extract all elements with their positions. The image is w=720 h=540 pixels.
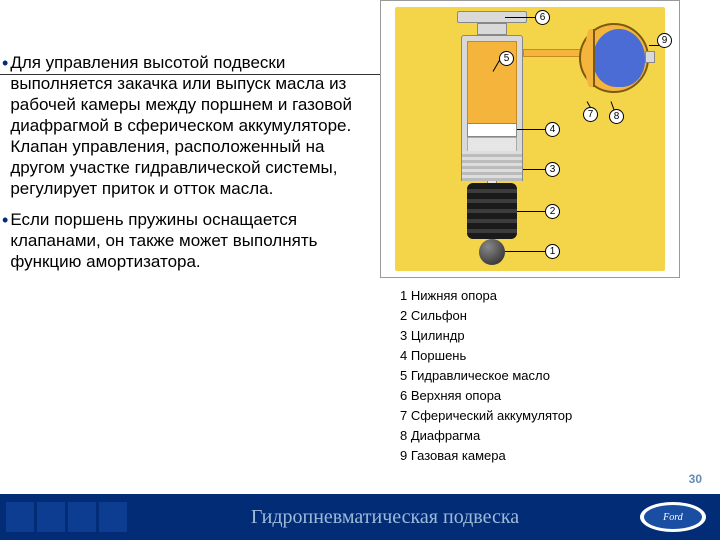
diaphragm (585, 29, 595, 87)
ford-logo: Ford (640, 502, 706, 532)
diagram: 1 2 3 4 5 6 7 8 9 (380, 0, 680, 278)
bullet-text: Если поршень пружины оснащается клапанам… (10, 209, 360, 272)
slide-footer: Гидропневматическая подвеска Ford (0, 494, 720, 540)
legend-item: 3 Цилиндр (400, 326, 700, 346)
legend-item: 5 Гидравлическое масло (400, 366, 700, 386)
legend-item: 2 Сильфон (400, 306, 700, 326)
callout-7: 7 (583, 107, 598, 122)
footer-blocks (6, 502, 130, 532)
legend-item: 6 Верхняя опора (400, 386, 700, 406)
bullet-marker: • (2, 52, 8, 199)
lead-line (505, 17, 535, 18)
legend-item: 4 Поршень (400, 346, 700, 366)
lead-line (517, 129, 545, 130)
footer-title: Гидропневматическая подвеска (130, 506, 640, 529)
callout-8: 8 (609, 109, 624, 124)
cylinder-neck (477, 23, 507, 35)
legend-item: 7 Сферический аккумулятор (400, 406, 700, 426)
bellows (467, 183, 517, 239)
ford-logo-text: Ford (644, 505, 702, 529)
lead-line (505, 251, 545, 252)
bullet-text: Для управления высотой подвески выполняе… (10, 52, 360, 199)
footer-block (37, 502, 65, 532)
callout-5: 5 (499, 51, 514, 66)
legend-item: 1 Нижняя опора (400, 286, 700, 306)
callout-6: 6 (535, 10, 550, 25)
oil-pipe (523, 49, 583, 57)
diagram-legend: 1 Нижняя опора 2 Сильфон 3 Цилиндр 4 Пор… (400, 286, 700, 466)
callout-2: 2 (545, 204, 560, 219)
footer-block (68, 502, 96, 532)
list-item: • Для управления высотой подвески выполн… (2, 52, 360, 199)
gas-chamber (593, 29, 645, 87)
page-number: 30 (689, 472, 702, 486)
legend-item: 8 Диафрагма (400, 426, 700, 446)
lead-line (523, 169, 545, 170)
callout-1: 1 (545, 244, 560, 259)
footer-block (6, 502, 34, 532)
bullet-marker: • (2, 209, 8, 272)
lead-line (649, 45, 659, 46)
callout-4: 4 (545, 122, 560, 137)
slide-body: • Для управления высотой подвески выполн… (0, 0, 720, 494)
thread (461, 151, 523, 181)
accumulator-nipple (645, 51, 655, 63)
legend-item: 9 Газовая камера (400, 446, 700, 466)
callout-3: 3 (545, 162, 560, 177)
piston (467, 123, 517, 137)
callout-9: 9 (657, 33, 672, 48)
list-item: • Если поршень пружины оснащается клапан… (2, 209, 360, 272)
lead-line (517, 211, 545, 212)
bullet-list: • Для управления высотой подвески выполн… (2, 52, 360, 282)
footer-block (99, 502, 127, 532)
bottom-mount (479, 239, 505, 265)
